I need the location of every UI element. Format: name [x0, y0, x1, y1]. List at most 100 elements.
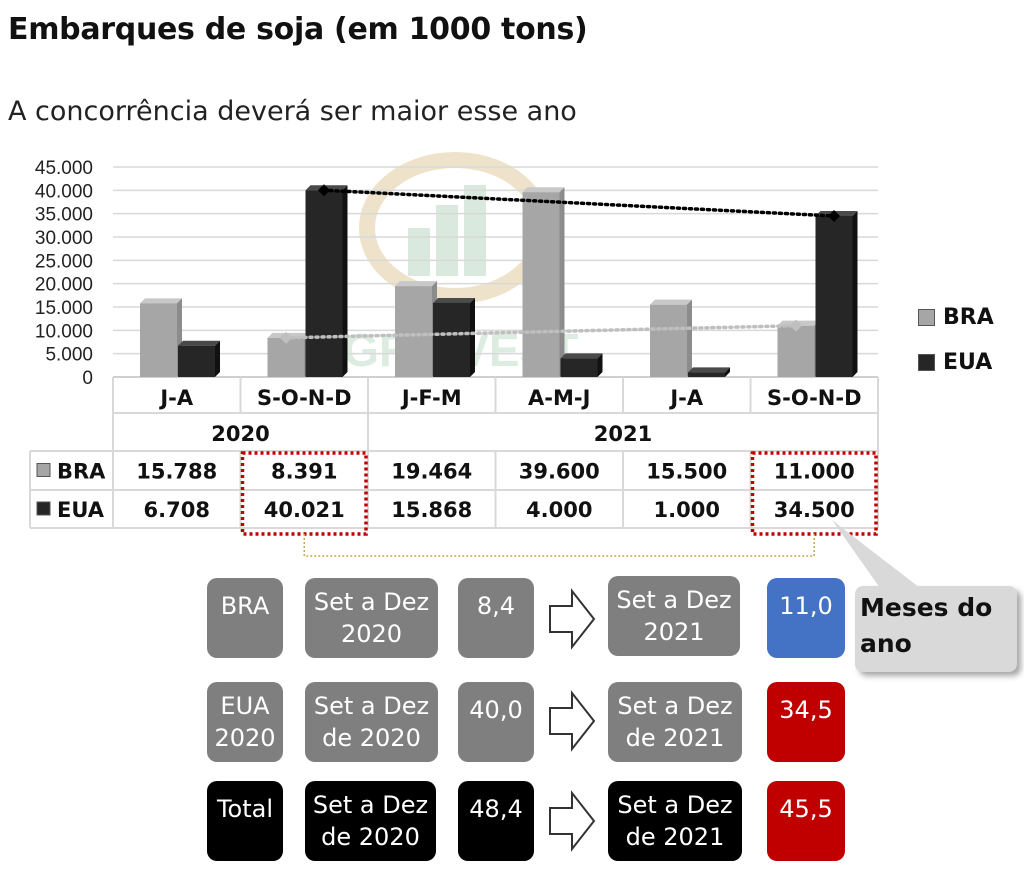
category-label: A-M-J — [528, 386, 590, 410]
row-eua-value-to-text: 34,5 — [779, 696, 833, 724]
table-cell: 1.000 — [654, 498, 720, 522]
y-tick-label: 5.000 — [45, 345, 93, 366]
bar-bra-4-side — [687, 299, 692, 377]
legend-item-eua: EUA — [918, 350, 992, 375]
table-series-label: EUA — [57, 498, 105, 522]
bar-eua-5-side — [852, 211, 858, 377]
bar-bra-2 — [395, 281, 437, 377]
legend-label-eua: EUA — [943, 350, 993, 375]
category-label: J-A — [158, 386, 194, 410]
bar-eua-4-face — [688, 372, 725, 377]
bar-eua-3 — [560, 353, 603, 377]
data-table: J-A S-O-N-D J-F-M A-M-J J-A S-O-N-D 2020 2021 BR… — [29, 377, 879, 529]
row-eua-period-from: Set a Dez de 2020 — [305, 682, 438, 762]
row-eua-period-to: Set a Dez de 2021 — [608, 682, 742, 762]
bar-eua-2-top — [433, 297, 475, 303]
table-cell: 6.708 — [144, 498, 210, 522]
row-eua-period-from-text: Set a Dez de 2020 — [313, 691, 430, 752]
row-total-value-from: 48,4 — [458, 781, 534, 861]
category-label: S-O-N-D — [767, 386, 862, 410]
bar-eua-5-face — [815, 216, 853, 377]
bar-eua-1 — [305, 185, 348, 377]
arrow-right-icon — [549, 790, 596, 852]
y-tick-label: 10.000 — [35, 321, 93, 342]
watermark-bar — [408, 228, 430, 276]
row-bra-period-to: Set a Dez 2021 — [608, 576, 740, 656]
table-cell: 34.500 — [774, 498, 855, 522]
callout-bubble — [855, 586, 1017, 672]
bar-bra-5-face — [777, 325, 815, 377]
bar-eua-4-top — [688, 367, 730, 373]
trend-marker-bra — [280, 331, 292, 344]
row-total-label: Total — [207, 781, 283, 861]
bar-bra-0 — [140, 298, 182, 377]
bar-bra-2-top — [395, 281, 437, 287]
table-cell: 19.464 — [391, 460, 472, 484]
row-total-label-text: Total — [216, 795, 274, 823]
table-cell: 8.391 — [271, 460, 337, 484]
bar-eua-0-face — [178, 345, 215, 377]
row-bra-period-from: Set a Dez 2020 — [305, 578, 438, 658]
arrow-right-icon — [549, 588, 596, 650]
bar-eua-4 — [688, 367, 730, 377]
table-series-label: BRA — [57, 460, 106, 484]
row-eua-value-from: 40,0 — [458, 682, 534, 762]
y-tick-label: 0 — [82, 368, 93, 389]
bar-eua-5 — [815, 211, 858, 377]
watermark-bar — [464, 185, 486, 276]
bar-bra-4-top — [650, 299, 692, 305]
legend-item-bra: BRA — [918, 305, 994, 330]
y-tick-label: 30.000 — [35, 228, 93, 249]
legend-swatch-eua — [918, 354, 935, 371]
callout-pointer — [832, 520, 920, 588]
row-eua-label: EUA 2020 — [207, 682, 283, 762]
trendline-eua — [322, 188, 836, 218]
row-total-period-to-text: Set a Dez de 2021 — [617, 790, 733, 851]
row-total-value-from-text: 48,4 — [469, 795, 523, 823]
row-bra-value-from-text: 8,4 — [476, 592, 516, 620]
category-label: J-F-M — [400, 386, 462, 410]
chart-trendlines — [280, 184, 840, 344]
row-eua-value-to: 34,5 — [767, 682, 845, 762]
table-cell: 40.021 — [264, 498, 345, 522]
year-label: 2020 — [211, 422, 269, 446]
table-cell: 15.868 — [391, 498, 472, 522]
bar-eua-3-face — [560, 358, 598, 377]
bar-eua-2 — [433, 297, 475, 377]
y-tick-label: 40.000 — [35, 181, 93, 202]
row-eua-period-to-text: Set a Dez de 2021 — [617, 691, 733, 752]
bar-bra-3-top — [522, 187, 565, 193]
bar-eua-0 — [178, 340, 220, 377]
bar-bra-3 — [522, 187, 565, 377]
row-bra-period-to-text: Set a Dez 2021 — [616, 585, 732, 646]
bar-bra-4 — [650, 299, 692, 377]
trend-marker-eua — [828, 210, 840, 222]
year-label: 2021 — [594, 422, 652, 446]
callout-text: Meses do ano — [860, 593, 993, 659]
row-total-value-to: 45,5 — [767, 781, 845, 861]
row-bra-value-to: 11,0 — [767, 578, 845, 658]
y-tick-label: 35.000 — [35, 205, 93, 226]
row-total-period-from-text: Set a Dez de 2020 — [312, 790, 429, 851]
table-cell: 15.500 — [646, 460, 727, 484]
bar-eua-3-side — [597, 353, 603, 377]
bar-eua-1-side — [342, 185, 348, 377]
row-bra-value-from: 8,4 — [458, 578, 534, 658]
y-tick-label: 15.000 — [35, 298, 93, 319]
table-swatch-eua — [36, 501, 51, 516]
table-cell: 39.600 — [519, 460, 600, 484]
row-bra-period-from-text: Set a Dez 2020 — [313, 587, 430, 648]
row-bra-value-to-text: 11,0 — [779, 592, 833, 620]
bar-bra-3-face — [522, 192, 560, 377]
bar-bra-0-face — [140, 303, 177, 377]
arrow-right-icon — [549, 690, 596, 752]
page-title: Embarques de soja (em 1000 tons) — [8, 12, 588, 47]
table-swatch-bra — [36, 463, 51, 477]
row-bra-label-text: BRA — [220, 592, 270, 620]
category-label: J-A — [668, 386, 704, 410]
bar-eua-4-side — [725, 367, 730, 377]
watermark-bar — [436, 205, 458, 276]
row-eua-label-text: EUA 2020 — [214, 691, 276, 752]
highlight-connector — [303, 534, 815, 557]
